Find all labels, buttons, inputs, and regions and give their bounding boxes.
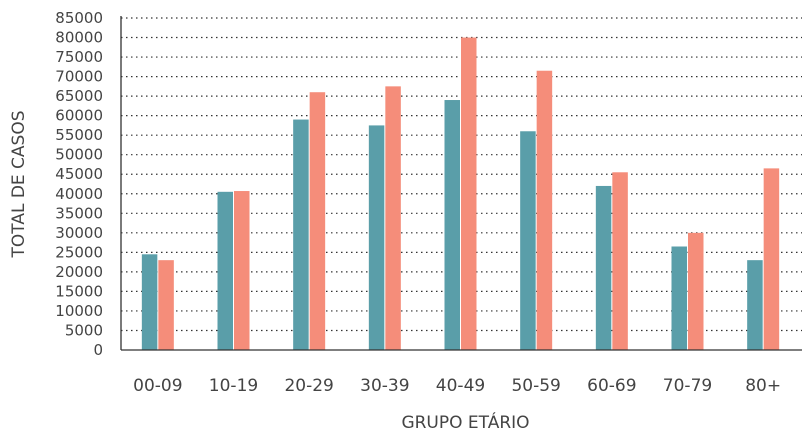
y-tick-label: 20000	[55, 263, 103, 281]
y-tick-label: 75000	[55, 48, 103, 66]
x-tick-label: 10-19	[209, 376, 258, 396]
y-tick-label: 30000	[55, 224, 103, 242]
x-axis-ticks: 00-09 10-19 20-29 30-39 40-49 50-59 60-69 70-79…	[133, 376, 781, 396]
x-tick-label: 80+	[745, 376, 781, 396]
x-tick-label: 30-39	[360, 376, 409, 396]
bar	[217, 191, 233, 350]
x-tick-label: 70-79	[663, 376, 712, 396]
y-tick-label: 80000	[55, 29, 103, 47]
bars	[141, 37, 780, 351]
bar	[461, 37, 477, 350]
bar	[595, 185, 612, 350]
y-tick-label: 50000	[55, 146, 103, 164]
y-tick-label: 70000	[55, 68, 103, 86]
y-tick-label: 5000	[65, 321, 103, 339]
y-tick-label: 40000	[55, 185, 103, 203]
x-tick-label: 20-29	[284, 376, 333, 396]
y-tick-label: 10000	[55, 302, 103, 320]
y-tick-label: 85000	[55, 9, 103, 27]
x-axis-title: GRUPO ETÁRIO	[401, 411, 529, 433]
y-tick-label: 15000	[55, 282, 103, 300]
x-tick-label: 00-09	[133, 376, 182, 396]
y-axis-title: TOTAL DE CASOS	[9, 110, 29, 258]
bar	[612, 172, 628, 350]
x-tick-label: 50-59	[511, 376, 560, 396]
bar	[234, 191, 250, 350]
bar	[747, 260, 763, 350]
y-tick-label: 45000	[55, 165, 103, 183]
bar	[385, 86, 401, 351]
x-tick-label: 60-69	[587, 376, 636, 396]
y-tick-label: 65000	[55, 87, 103, 105]
bar	[444, 100, 460, 350]
bar	[158, 260, 174, 350]
y-tick-label: 25000	[55, 243, 103, 261]
bar	[141, 254, 158, 350]
bar	[309, 92, 326, 350]
x-tick-label: 40-49	[436, 376, 485, 396]
y-tick-label: 55000	[55, 126, 103, 144]
bar	[536, 70, 553, 351]
bar	[688, 232, 704, 350]
bar	[520, 131, 536, 350]
y-tick-label: 0	[93, 341, 103, 359]
y-tick-label: 35000	[55, 204, 103, 222]
bar	[293, 119, 309, 350]
y-tick-label: 60000	[55, 107, 103, 125]
bar	[671, 246, 687, 350]
bar	[368, 125, 385, 350]
bar	[763, 168, 780, 350]
